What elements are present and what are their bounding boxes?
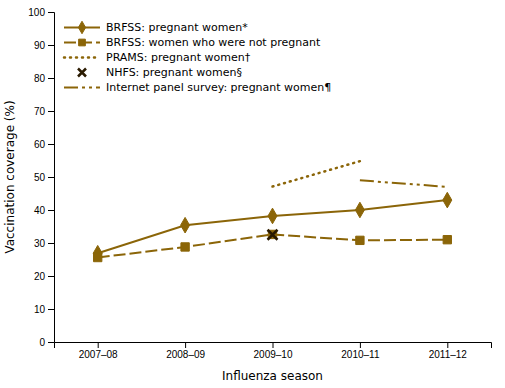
tick-label: 0 <box>39 337 45 348</box>
series <box>273 161 360 186</box>
tick-label: 20 <box>34 271 46 282</box>
y-tick: 0 <box>39 337 54 348</box>
x-tick: 2011–12 <box>429 342 468 360</box>
y-tick: 30 <box>34 238 54 249</box>
axis-line <box>55 343 492 349</box>
y-tick: 80 <box>34 73 54 84</box>
legend-item: NHFS: pregnant women§ <box>78 66 242 79</box>
legend-marker <box>78 21 85 33</box>
chart: 2007–08 2008–09 2009–10 2010–11 2011–12 0 10 20… <box>0 0 505 388</box>
y-tick: 70 <box>34 106 54 117</box>
y-tick: 10 <box>34 304 54 315</box>
tick-mark <box>48 342 54 343</box>
y-tick: 50 <box>34 172 54 183</box>
tick-label: 80 <box>34 73 46 84</box>
axis-line <box>48 13 55 343</box>
tick-label: 2009–10 <box>254 349 293 360</box>
y-tick: 90 <box>34 40 54 51</box>
series <box>360 180 447 187</box>
tick-mark <box>48 276 54 277</box>
y-axis: 0 10 20 30 40 50 60 70 80 90 100 <box>28 7 54 348</box>
tick-mark <box>48 210 54 211</box>
marker <box>356 236 364 244</box>
tick-label: 30 <box>34 238 46 249</box>
legend-item: BRFSS: women who were not pregnant <box>64 36 321 49</box>
tick-mark <box>48 45 54 46</box>
marker <box>355 202 364 218</box>
y-tick: 20 <box>34 271 54 282</box>
marker <box>181 217 190 233</box>
plot: 2007–08 2008–09 2009–10 2010–11 2011–12 0 10 20… <box>28 7 491 360</box>
legend-label: Internet panel survey: pregnant women¶ <box>106 81 331 94</box>
marker <box>93 245 102 261</box>
tick-mark <box>48 243 54 244</box>
tick-mark <box>48 177 54 178</box>
legend-item: BRFSS: pregnant women* <box>64 21 248 34</box>
tick-mark <box>185 342 186 348</box>
tick-mark <box>98 342 99 348</box>
tick-label: 50 <box>34 172 46 183</box>
y-tick: 100 <box>28 7 54 18</box>
x-tick: 2010–11 <box>341 342 380 360</box>
legend-label: BRFSS: pregnant women* <box>106 21 248 34</box>
legend-label: NHFS: pregnant women§ <box>106 66 242 79</box>
series-line <box>273 161 360 186</box>
series <box>268 230 278 240</box>
marker <box>443 236 451 244</box>
marker <box>268 208 277 224</box>
tick-label: 70 <box>34 106 46 117</box>
tick-mark <box>360 342 361 348</box>
tick-label: 40 <box>34 205 46 216</box>
series-line <box>98 200 448 253</box>
tick-label: 10 <box>34 304 46 315</box>
marker <box>268 230 278 240</box>
tick-mark <box>447 342 448 348</box>
series <box>94 230 452 261</box>
tick-label: 2008–09 <box>166 349 205 360</box>
legend-line <box>64 56 100 59</box>
tick-label: 2010–11 <box>341 349 380 360</box>
x-axis-title: Influenza season <box>222 369 323 383</box>
tick-mark <box>48 144 54 145</box>
legend-item: PRAMS: pregnant women† <box>64 51 251 64</box>
marker <box>94 253 102 261</box>
legend-label: PRAMS: pregnant women† <box>106 51 251 64</box>
x-tick: 2007–08 <box>79 342 118 360</box>
tick-label: 90 <box>34 40 46 51</box>
tick-label: 2011–12 <box>429 349 468 360</box>
marker <box>443 192 452 208</box>
legend-line <box>64 87 100 89</box>
legend-marker <box>78 69 86 77</box>
x-tick: 2009–10 <box>254 342 293 360</box>
legend: BRFSS: pregnant women* BRFSS: women who w… <box>64 21 331 94</box>
series-line <box>360 180 447 187</box>
series <box>93 192 452 261</box>
marks <box>93 161 452 262</box>
marker <box>181 243 189 251</box>
y-tick: 60 <box>34 139 54 150</box>
x-axis: 2007–08 2008–09 2009–10 2010–11 2011–12 <box>55 342 492 360</box>
legend-item: Internet panel survey: pregnant women¶ <box>64 81 331 94</box>
tick-label: 2007–08 <box>79 349 118 360</box>
tick-mark <box>48 12 54 13</box>
legend-label: BRFSS: women who were not pregnant <box>106 36 321 49</box>
tick-mark <box>48 78 54 79</box>
tick-mark <box>273 342 274 348</box>
tick-mark <box>48 309 54 310</box>
x-tick: 2008–09 <box>166 342 205 360</box>
legend-marker <box>79 39 86 46</box>
y-tick: 40 <box>34 205 54 216</box>
tick-label: 100 <box>28 7 45 18</box>
tick-label: 60 <box>34 139 46 150</box>
y-axis-title: Vaccination coverage (%) <box>3 100 17 253</box>
tick-mark <box>48 111 54 112</box>
